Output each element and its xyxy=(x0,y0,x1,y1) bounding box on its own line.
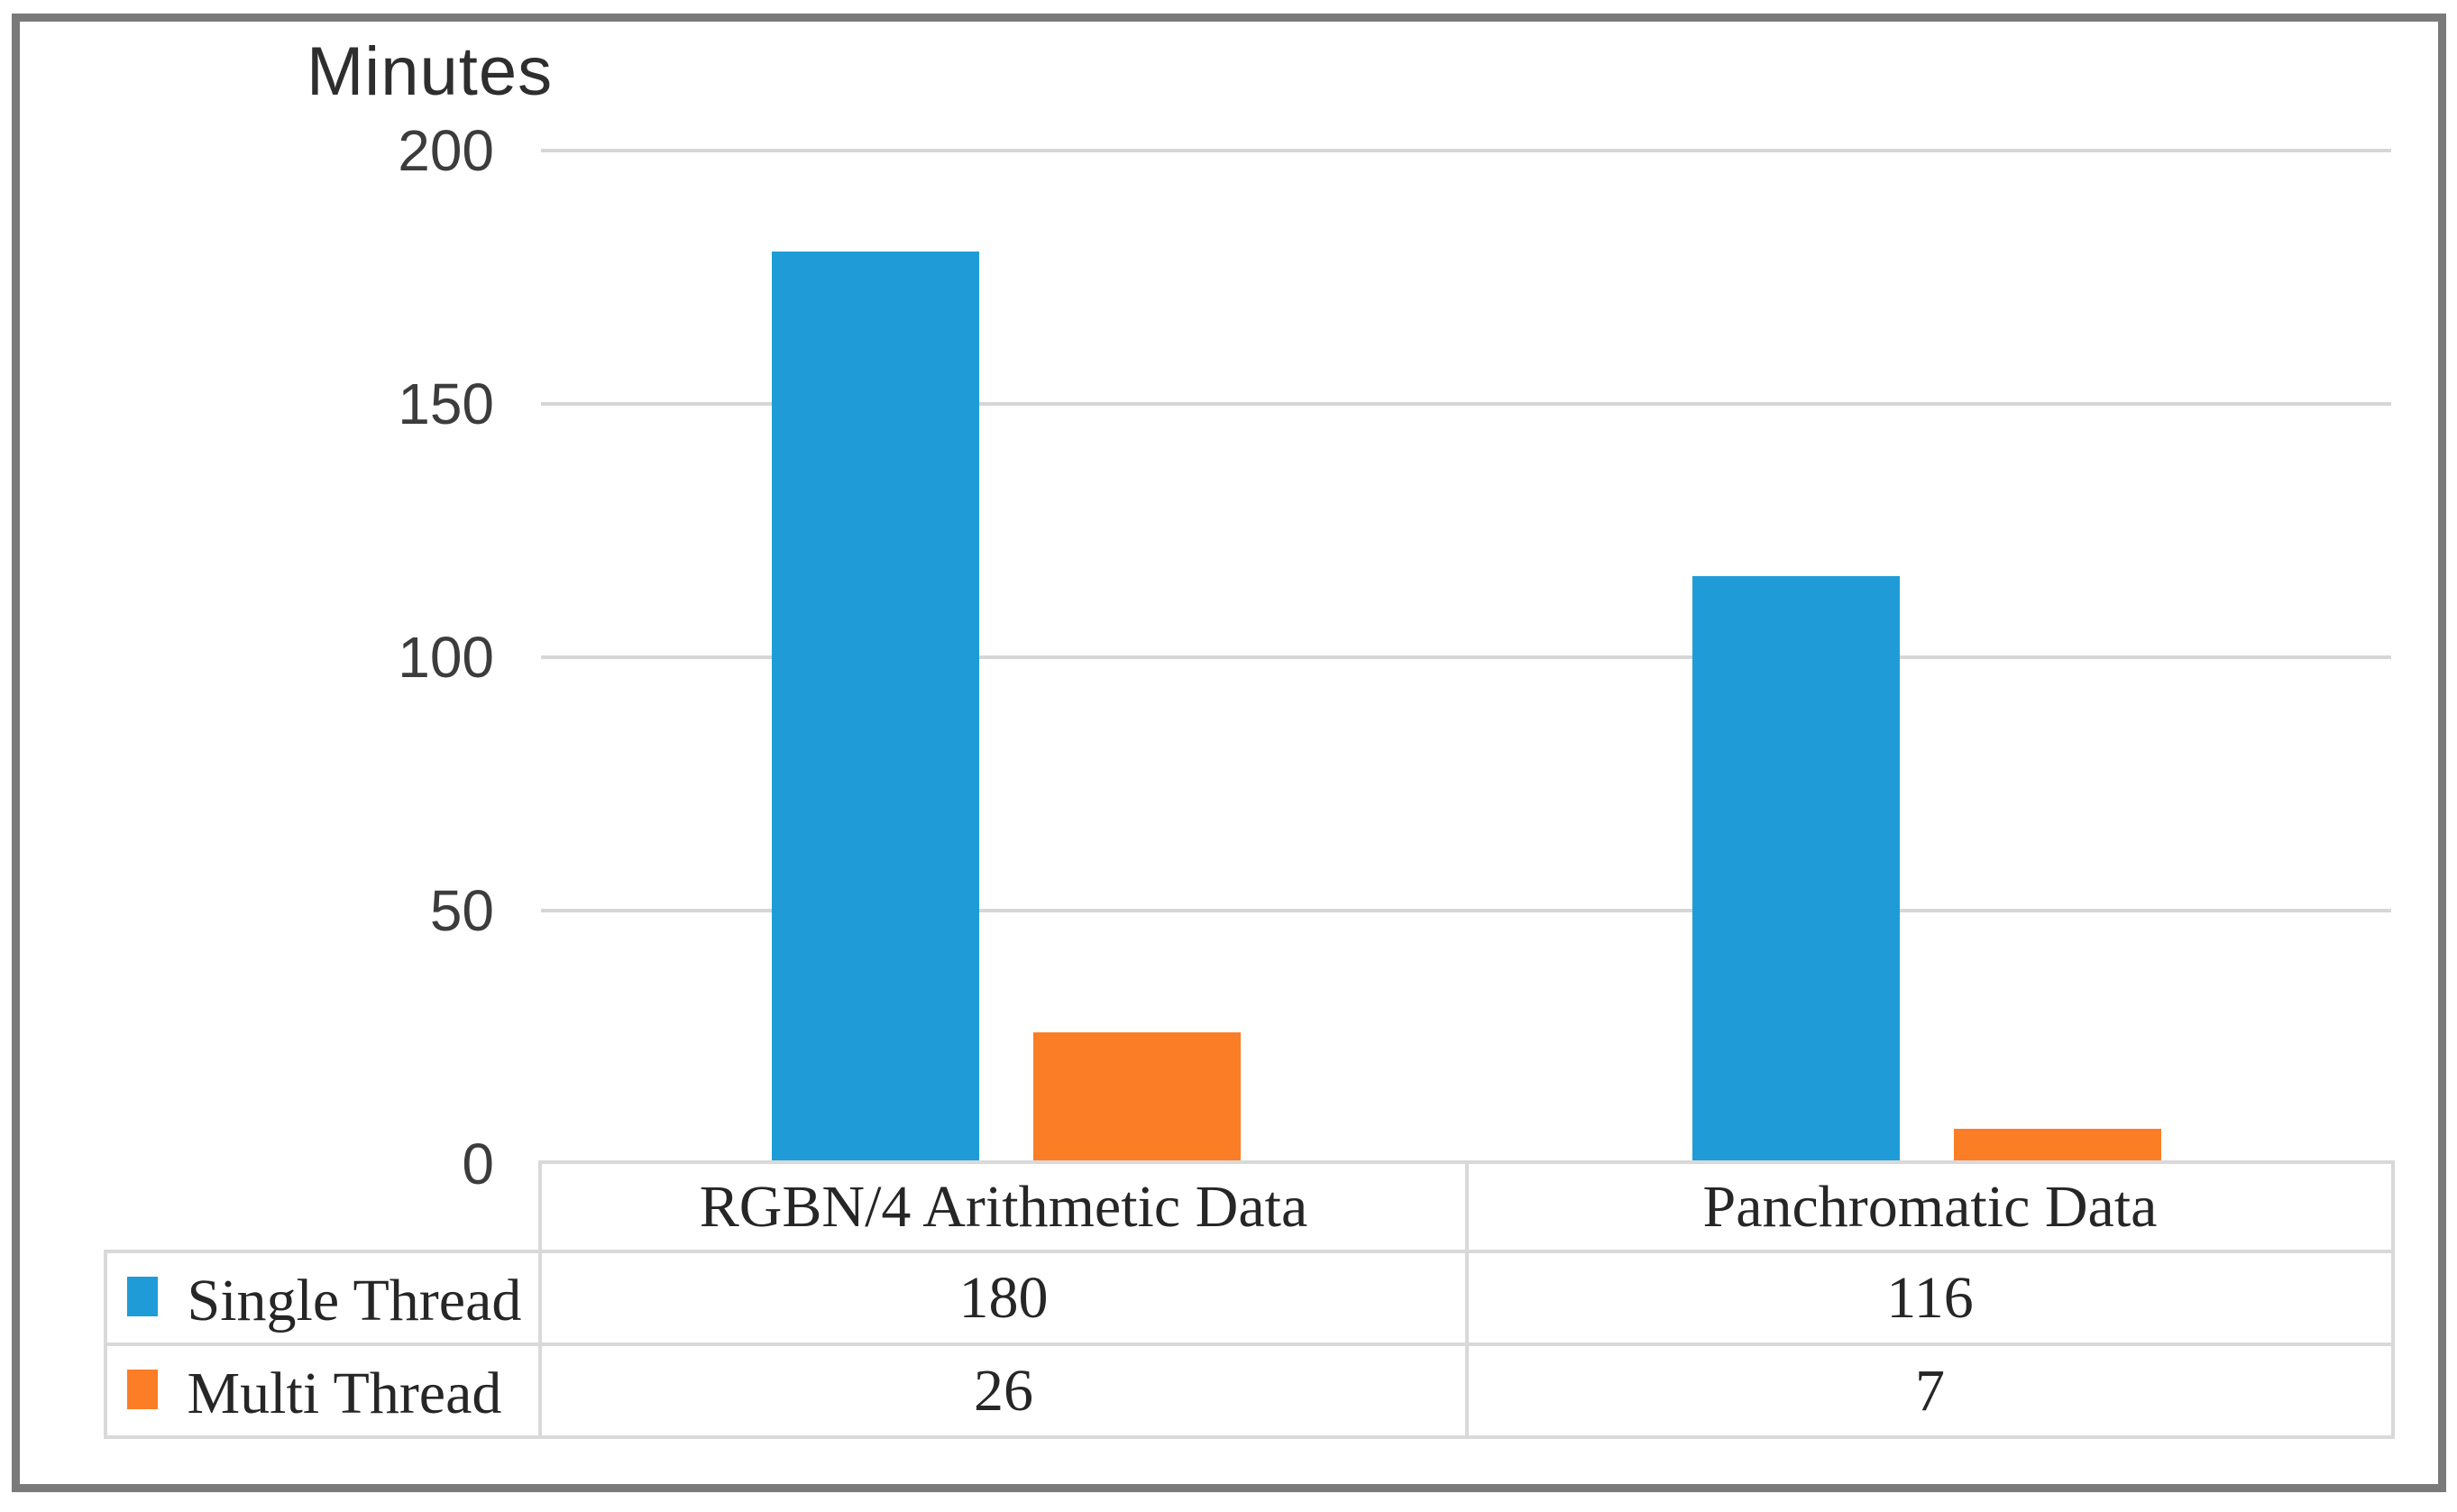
gridline-150 xyxy=(541,402,2391,406)
y-tick-label-200: 200 xyxy=(398,118,494,183)
table-row-categories: RGBN/4 Arithmetic Data Panchromatic Data xyxy=(105,1160,2395,1253)
legend-label-multi-thread: Multi Thread xyxy=(187,1360,502,1426)
gridline-100 xyxy=(541,655,2391,659)
bar-multi-thread-cat0 xyxy=(1033,1032,1241,1164)
value-multi-thread-panchromatic: 7 xyxy=(1465,1342,2395,1439)
table-row-single-thread: Single Thread 180 116 xyxy=(104,1250,2395,1346)
legend-single-thread: Single Thread xyxy=(104,1250,542,1346)
y-axis-title: Minutes xyxy=(307,33,554,110)
category-header-rgbn4: RGBN/4 Arithmetic Data xyxy=(538,1160,1469,1253)
y-tick-label-0: 0 xyxy=(462,1132,494,1196)
y-tick-label-100: 100 xyxy=(398,625,494,690)
legend-swatch-single-thread-icon xyxy=(127,1277,158,1317)
legend-swatch-multi-thread-icon xyxy=(127,1370,158,1410)
value-multi-thread-rgbn4: 26 xyxy=(538,1342,1469,1439)
legend-multi-thread: Multi Thread xyxy=(104,1342,542,1439)
gridline-200 xyxy=(541,149,2391,152)
y-tick-label-50: 50 xyxy=(429,878,494,943)
y-tick-label-150: 150 xyxy=(398,371,494,436)
category-header-panchromatic: Panchromatic Data xyxy=(1465,1160,2395,1253)
bar-multi-thread-cat1 xyxy=(1954,1129,2161,1164)
value-single-thread-rgbn4: 180 xyxy=(538,1250,1469,1346)
legend-label-single-thread: Single Thread xyxy=(187,1267,522,1333)
gridline-50 xyxy=(541,909,2391,912)
bar-single-thread-cat1 xyxy=(1692,576,1900,1164)
table-corner-spacer xyxy=(105,1162,540,1251)
value-single-thread-panchromatic: 116 xyxy=(1465,1250,2395,1346)
table-row-multi-thread: Multi Thread 26 7 xyxy=(104,1342,2395,1439)
data-table: RGBN/4 Arithmetic Data Panchromatic Data… xyxy=(104,1160,2395,1439)
bar-single-thread-cat0 xyxy=(772,252,979,1164)
